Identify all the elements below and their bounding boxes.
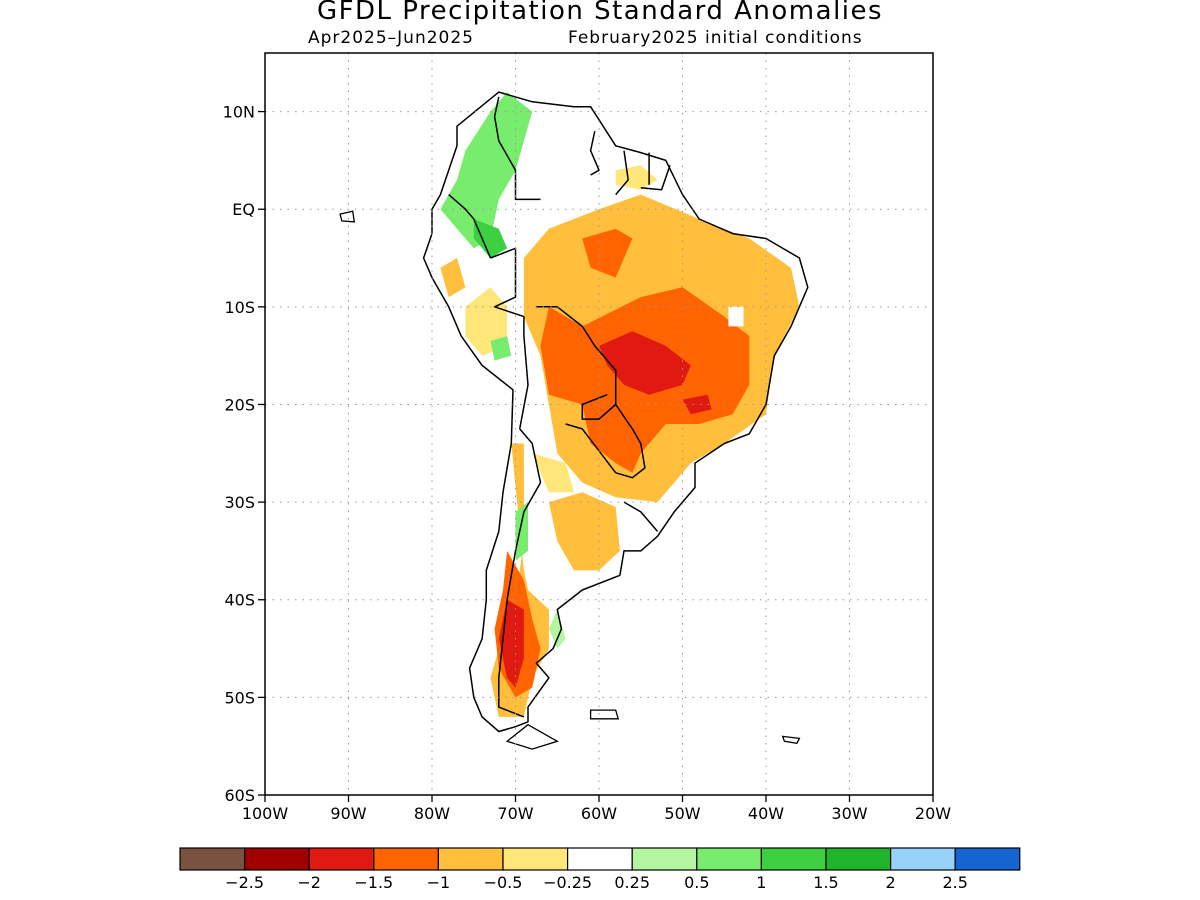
anomaly-region <box>682 394 712 415</box>
island-outline <box>491 16 529 33</box>
lon-tick-label: 100W <box>242 804 289 823</box>
lon-tick-label: 40W <box>748 804 784 823</box>
anomaly-region <box>465 287 508 356</box>
map-subtitle-period: Apr2025–Jun2025 <box>308 28 474 48</box>
country-border <box>565 423 617 474</box>
legend-label: 0.5 <box>684 873 709 892</box>
legend-label: −1 <box>427 873 451 892</box>
legend-label: −1.5 <box>354 873 393 892</box>
legend-label: 1 <box>756 873 766 892</box>
anomaly-region <box>582 228 633 278</box>
country-border <box>536 306 617 405</box>
anomaly-region <box>490 336 512 361</box>
legend-swatch <box>631 847 698 871</box>
legend-swatch <box>566 847 633 871</box>
legend-label: −0.5 <box>484 873 523 892</box>
lat-tick-label: 30S <box>224 493 255 512</box>
legend-label: −2 <box>297 873 321 892</box>
legend-swatch <box>889 847 956 871</box>
island-outline <box>539 29 552 34</box>
legend-swatch <box>825 847 892 871</box>
legend-swatch <box>954 847 1021 871</box>
country-border <box>640 165 671 191</box>
lat-tick-label: EQ <box>232 200 255 219</box>
legend-swatch <box>437 847 504 871</box>
island-outline <box>505 723 559 750</box>
legend-swatch <box>179 847 246 871</box>
legend-label: −2.5 <box>225 873 264 892</box>
island-outline <box>407 0 482 14</box>
legend-label: −0.25 <box>543 873 592 892</box>
anomaly-region <box>440 92 533 249</box>
lat-tick-label: 10S <box>224 298 255 317</box>
legend-swatch <box>502 847 569 871</box>
country-border <box>615 150 629 196</box>
island-outline <box>589 709 620 720</box>
legend-label: 2.5 <box>942 873 967 892</box>
anomaly-region <box>473 219 508 258</box>
anomaly-region <box>615 165 658 190</box>
continent-coastline <box>422 91 809 733</box>
lon-tick-label: 30W <box>831 804 867 823</box>
legend-swatch <box>696 847 762 871</box>
anomaly-region <box>599 331 691 395</box>
legend-swatch <box>244 847 310 871</box>
anomaly-region <box>532 453 574 493</box>
lon-tick-label: 90W <box>330 804 366 823</box>
country-border <box>615 404 646 479</box>
island-outline <box>781 735 801 745</box>
color-legend: −2.5 −2 −1.5 −1 −0.5 −0.25 0.25 0.5 1 1.5 2 2.5 <box>179 847 1021 892</box>
lon-tick-label: 80W <box>414 804 450 823</box>
legend-swatch <box>760 847 827 871</box>
anomaly-region <box>548 609 566 649</box>
country-border <box>498 428 542 718</box>
country-border <box>581 394 617 420</box>
map-title: GFDL Precipitation Standard Anomalies <box>316 0 884 26</box>
anomaly-region <box>548 492 620 571</box>
legend-label: 0.25 <box>614 873 650 892</box>
country-border <box>623 501 659 532</box>
anomaly-region <box>440 258 466 298</box>
lat-tick-label: 50S <box>224 688 255 707</box>
legend-swatch <box>308 847 375 871</box>
anomaly-region <box>515 502 528 561</box>
country-border <box>589 130 600 176</box>
lat-tick-label: 40S <box>224 591 255 610</box>
lon-tick-label: 20W <box>915 804 951 823</box>
anomaly-region <box>582 204 624 229</box>
lon-tick-label: 70W <box>497 804 533 823</box>
legend-label: 1.5 <box>813 873 838 892</box>
lat-tick-label: 60S <box>224 786 255 805</box>
map-subtitle-conditions: February2025 initial conditions <box>568 28 863 48</box>
lon-tick-label: 60W <box>581 804 617 823</box>
island-outline <box>339 210 356 223</box>
legend-label: 2 <box>886 873 896 892</box>
lat-tick-label: 10N <box>223 103 255 122</box>
country-border <box>448 194 492 259</box>
lat-tick-label: 20S <box>224 395 255 414</box>
lon-tick-label: 50W <box>664 804 700 823</box>
legend-swatch <box>373 847 439 871</box>
map-plot-area <box>339 0 809 750</box>
country-border <box>493 96 541 201</box>
anomaly-region <box>728 306 744 327</box>
